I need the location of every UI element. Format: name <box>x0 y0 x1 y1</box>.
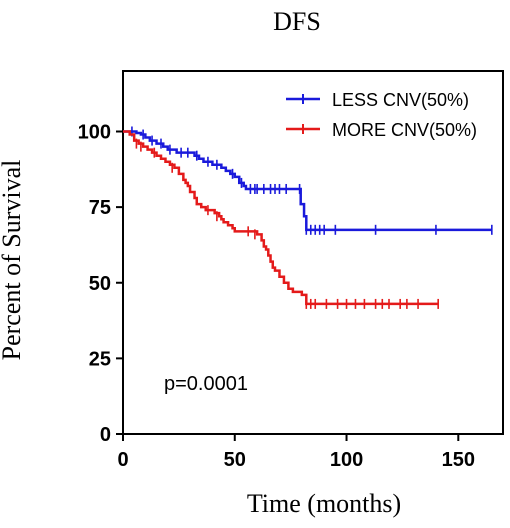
x-tick-label: 50 <box>224 449 246 471</box>
x-axis-label: Time (months) <box>247 489 401 518</box>
y-tick-label: 0 <box>100 424 111 446</box>
y-tick-label: 100 <box>78 122 111 144</box>
series-line-1 <box>123 130 439 306</box>
legend-label-more: MORE CNV(50%) <box>332 120 477 140</box>
x-tick-label: 0 <box>117 449 128 471</box>
series-line-0 <box>123 130 492 232</box>
p-value-annotation: p=0.0001 <box>164 373 248 395</box>
y-tick-label: 50 <box>89 273 111 295</box>
y-tick-label: 75 <box>89 197 111 219</box>
y-tick-label: 25 <box>89 348 111 370</box>
axis-ticks: 0 50 100 150 0 25 50 75 100 <box>78 122 475 472</box>
x-tick-label: 100 <box>330 449 363 471</box>
legend: LESS CNV(50%) MORE CNV(50%) <box>286 90 477 140</box>
chart-title: DFS <box>273 7 321 36</box>
plot-frame <box>122 70 504 435</box>
y-axis-label: Percent of Survival <box>0 160 26 361</box>
series-layer <box>123 126 493 309</box>
legend-label-less: LESS CNV(50%) <box>332 90 469 110</box>
x-tick-label: 150 <box>442 449 475 471</box>
